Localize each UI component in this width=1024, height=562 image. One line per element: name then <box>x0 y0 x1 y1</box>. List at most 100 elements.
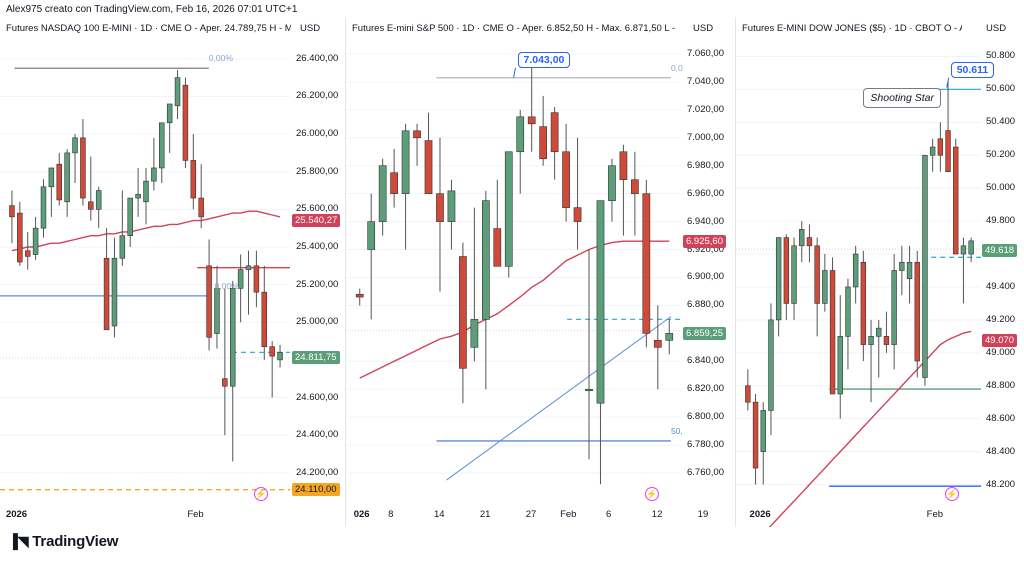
y-tick-label: 50.600 <box>986 83 1016 95</box>
candle-down <box>631 179 639 194</box>
candle-up <box>852 253 859 288</box>
chart-plot-area[interactable] <box>0 17 290 527</box>
candle-up <box>929 146 936 156</box>
candle-down <box>883 336 890 345</box>
candle-down <box>573 207 582 222</box>
candle-up <box>367 221 376 250</box>
candle-down <box>424 140 433 194</box>
level-percent-label: 0,00% <box>214 281 239 292</box>
x-tick-label: 2026 <box>5 509 28 520</box>
panel-nasdaq[interactable]: Futures NASDAQ 100 E-MINI · 1D · CME O -… <box>0 17 345 527</box>
candle-up <box>891 270 897 345</box>
tradingview-logo: ▐◥ TradingView <box>8 533 118 550</box>
y-tick-label: 6.980,00 <box>687 159 724 171</box>
y-tick-label: 50.000 <box>986 182 1016 194</box>
price-badge: 24.811,75 <box>292 350 340 364</box>
x-tick-label: 6 <box>605 509 612 520</box>
x-tick-label: Feb <box>187 509 204 520</box>
candle-down <box>261 291 268 348</box>
y-tick-label: 49.800 <box>986 215 1016 227</box>
candle-down <box>745 385 751 403</box>
candle-up <box>143 180 149 203</box>
candle-up <box>822 270 828 304</box>
x-tick-label: 2026 <box>749 509 771 520</box>
x-tick-label: Feb <box>926 509 944 520</box>
panel-sp500[interactable]: Futures E-mini S&P 500 · 1D · CME O - Ap… <box>346 17 735 527</box>
candle-up <box>968 240 974 255</box>
lightning-icon[interactable]: ⚡ <box>645 487 659 501</box>
candle-up <box>922 154 928 378</box>
callout-pointer <box>513 67 516 78</box>
panel-divider[interactable] <box>735 17 736 527</box>
panel-divider[interactable] <box>345 17 346 527</box>
candle-up <box>111 257 118 327</box>
moving-average-line <box>359 240 670 379</box>
candle-up <box>876 327 882 337</box>
candle-down <box>953 146 959 255</box>
y-tick-label: 6.960,00 <box>687 187 724 199</box>
candle-up <box>401 130 410 194</box>
candle-up <box>214 288 220 334</box>
candle-down <box>190 160 197 199</box>
panel-dow[interactable]: Futures E-MINI DOW JONES ($5) · 1D · CBO… <box>736 17 1024 527</box>
candle-up <box>791 245 797 304</box>
y-tick-label: 24.400,00 <box>296 429 339 441</box>
level-percent-label: 50, <box>670 425 683 436</box>
y-tick-label: 24.600,00 <box>296 391 339 403</box>
y-tick-label: 26.200,00 <box>296 90 339 102</box>
x-tick-label: 21 <box>479 509 491 520</box>
y-tick-label: 24.200,00 <box>296 466 339 478</box>
candle-up <box>760 410 766 452</box>
candle-down <box>9 205 15 218</box>
candle-up <box>516 116 525 153</box>
candle-down <box>860 261 867 345</box>
y-tick-label: 48.400 <box>986 445 1016 457</box>
candle-up <box>166 103 173 124</box>
y-tick-label: 6.940,00 <box>687 215 724 227</box>
candle-up <box>72 137 78 154</box>
candle-up <box>665 333 674 341</box>
candle-up <box>596 200 605 404</box>
y-tick-label: 48.800 <box>986 379 1016 391</box>
y-tick-label: 50.400 <box>986 116 1016 128</box>
trendline <box>446 316 672 481</box>
pattern-note[interactable]: Shooting Star <box>863 87 942 108</box>
lightning-icon[interactable]: ⚡ <box>254 487 268 501</box>
y-tick-label: 48.600 <box>986 412 1016 424</box>
candle-up <box>40 186 47 229</box>
candle-down <box>390 172 398 194</box>
x-tick-label: 026 <box>353 509 370 520</box>
candle-down <box>88 201 94 210</box>
lightning-icon[interactable]: ⚡ <box>945 487 959 501</box>
candle-up <box>151 167 157 182</box>
chart-title: Futures E-mini S&P 500 · 1D · CME O - Ap… <box>352 23 677 34</box>
candle-up <box>447 190 456 222</box>
candle-down <box>493 228 502 267</box>
candle-up <box>277 352 283 361</box>
candle-up <box>32 227 39 255</box>
candle-down <box>103 257 110 331</box>
x-tick-label: 19 <box>697 509 709 520</box>
y-tick-label: 7.040,00 <box>687 75 724 87</box>
candle-up <box>585 388 593 392</box>
candle-up <box>837 336 843 395</box>
candle-down <box>206 265 212 338</box>
y-tick-label: 25.800,00 <box>296 165 339 177</box>
candle-up <box>127 197 133 236</box>
candle-down <box>24 250 31 257</box>
y-tick-label: 6.840,00 <box>687 355 724 367</box>
candle-down <box>198 197 204 218</box>
chart-title: Futures NASDAQ 100 E-MINI · 1D · CME O -… <box>6 23 291 34</box>
candle-up <box>229 288 236 387</box>
candle-up <box>845 286 851 337</box>
candle-up <box>906 261 913 280</box>
price-callout[interactable]: 7.043,00 <box>517 51 571 68</box>
chart-plot-area[interactable] <box>736 17 981 527</box>
chart-plot-area[interactable] <box>346 17 681 527</box>
y-tick-label: 6.820,00 <box>687 383 724 395</box>
candle-down <box>355 293 364 298</box>
price-callout[interactable]: 50.611 <box>950 61 995 78</box>
candle-up <box>899 261 905 271</box>
candle-down <box>222 378 228 387</box>
candle-down <box>527 116 536 125</box>
